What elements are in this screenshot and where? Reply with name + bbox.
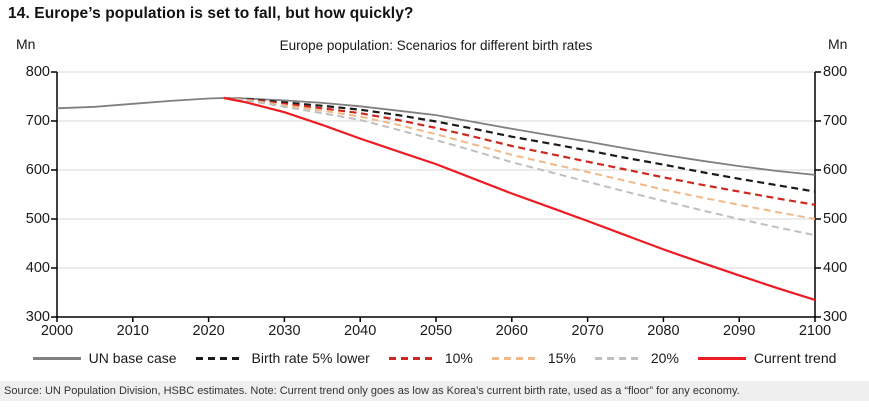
x-tick-label: 2040 xyxy=(344,323,377,339)
y-axis-unit-left: Mn xyxy=(16,36,36,52)
legend-label: 10% xyxy=(444,350,473,366)
y-tick-label: 500 xyxy=(25,211,50,227)
y-tick-label: 800 xyxy=(25,64,50,80)
chart-legend: UN base case Birth rate 5% lower 10% 15% 20%… xyxy=(0,350,869,366)
series-line-un-base-case xyxy=(56,97,816,176)
x-tick-label: 2030 xyxy=(268,323,301,339)
legend-label: Birth rate 5% lower xyxy=(251,350,370,366)
series-line-current-trend xyxy=(223,96,816,301)
legend-item: UN base case xyxy=(32,350,177,366)
x-tick-label: 2070 xyxy=(571,323,604,339)
legend-swatch-solid-line xyxy=(697,356,746,360)
legend-swatch-dashed-line xyxy=(491,356,540,360)
y-tick-label: 300 xyxy=(823,309,848,325)
legend-item: 15% xyxy=(491,350,576,366)
x-tick-label: 2090 xyxy=(723,323,756,339)
x-tick-label: 2060 xyxy=(495,323,528,339)
y-tick-label: 700 xyxy=(25,113,50,129)
series-line-10- xyxy=(223,96,816,206)
legend-label: 20% xyxy=(650,350,679,366)
y-tick-label: 600 xyxy=(823,162,848,178)
y-tick-label: 700 xyxy=(823,113,848,129)
series-line-20- xyxy=(223,97,816,237)
legend-swatch-dashed-line xyxy=(594,356,643,360)
x-tick-label: 2050 xyxy=(419,323,453,339)
x-tick-label: 2080 xyxy=(647,323,680,339)
legend-label: Current trend xyxy=(753,350,837,366)
x-tick-label: 2010 xyxy=(116,323,149,339)
y-tick-label: 400 xyxy=(25,260,50,276)
chart-title: Europe population: Scenarios for differe… xyxy=(279,38,593,53)
legend-swatch-dashed-line xyxy=(388,356,437,360)
series-line-birth-rate-5-lower xyxy=(223,96,816,193)
y-axis-unit-right: Mn xyxy=(828,36,848,52)
source-bar: Source: UN Population Division, HSBC est… xyxy=(0,381,869,401)
x-tick-label: 2100 xyxy=(798,323,832,339)
legend-label: 15% xyxy=(547,350,576,366)
x-tick-label: 2000 xyxy=(40,323,74,339)
y-tick-label: 500 xyxy=(823,211,848,227)
legend-swatch-solid-line xyxy=(32,356,81,360)
y-tick-label: 800 xyxy=(823,64,848,80)
y-tick-label: 400 xyxy=(823,260,848,276)
legend-item: Current trend xyxy=(697,350,837,366)
source-note: Source: UN Population Division, HSBC est… xyxy=(4,385,740,397)
series-line-15- xyxy=(223,97,816,220)
page-title: 14. Europe’s population is set to fall, … xyxy=(8,5,414,22)
legend-swatch-dashed-line xyxy=(195,356,244,360)
y-tick-label: 300 xyxy=(25,309,50,325)
legend-item: Birth rate 5% lower xyxy=(195,350,370,366)
legend-label: UN base case xyxy=(88,350,177,366)
legend-item: 20% xyxy=(594,350,679,366)
y-tick-label: 600 xyxy=(25,162,50,178)
x-tick-label: 2020 xyxy=(192,323,225,339)
legend-item: 10% xyxy=(388,350,473,366)
